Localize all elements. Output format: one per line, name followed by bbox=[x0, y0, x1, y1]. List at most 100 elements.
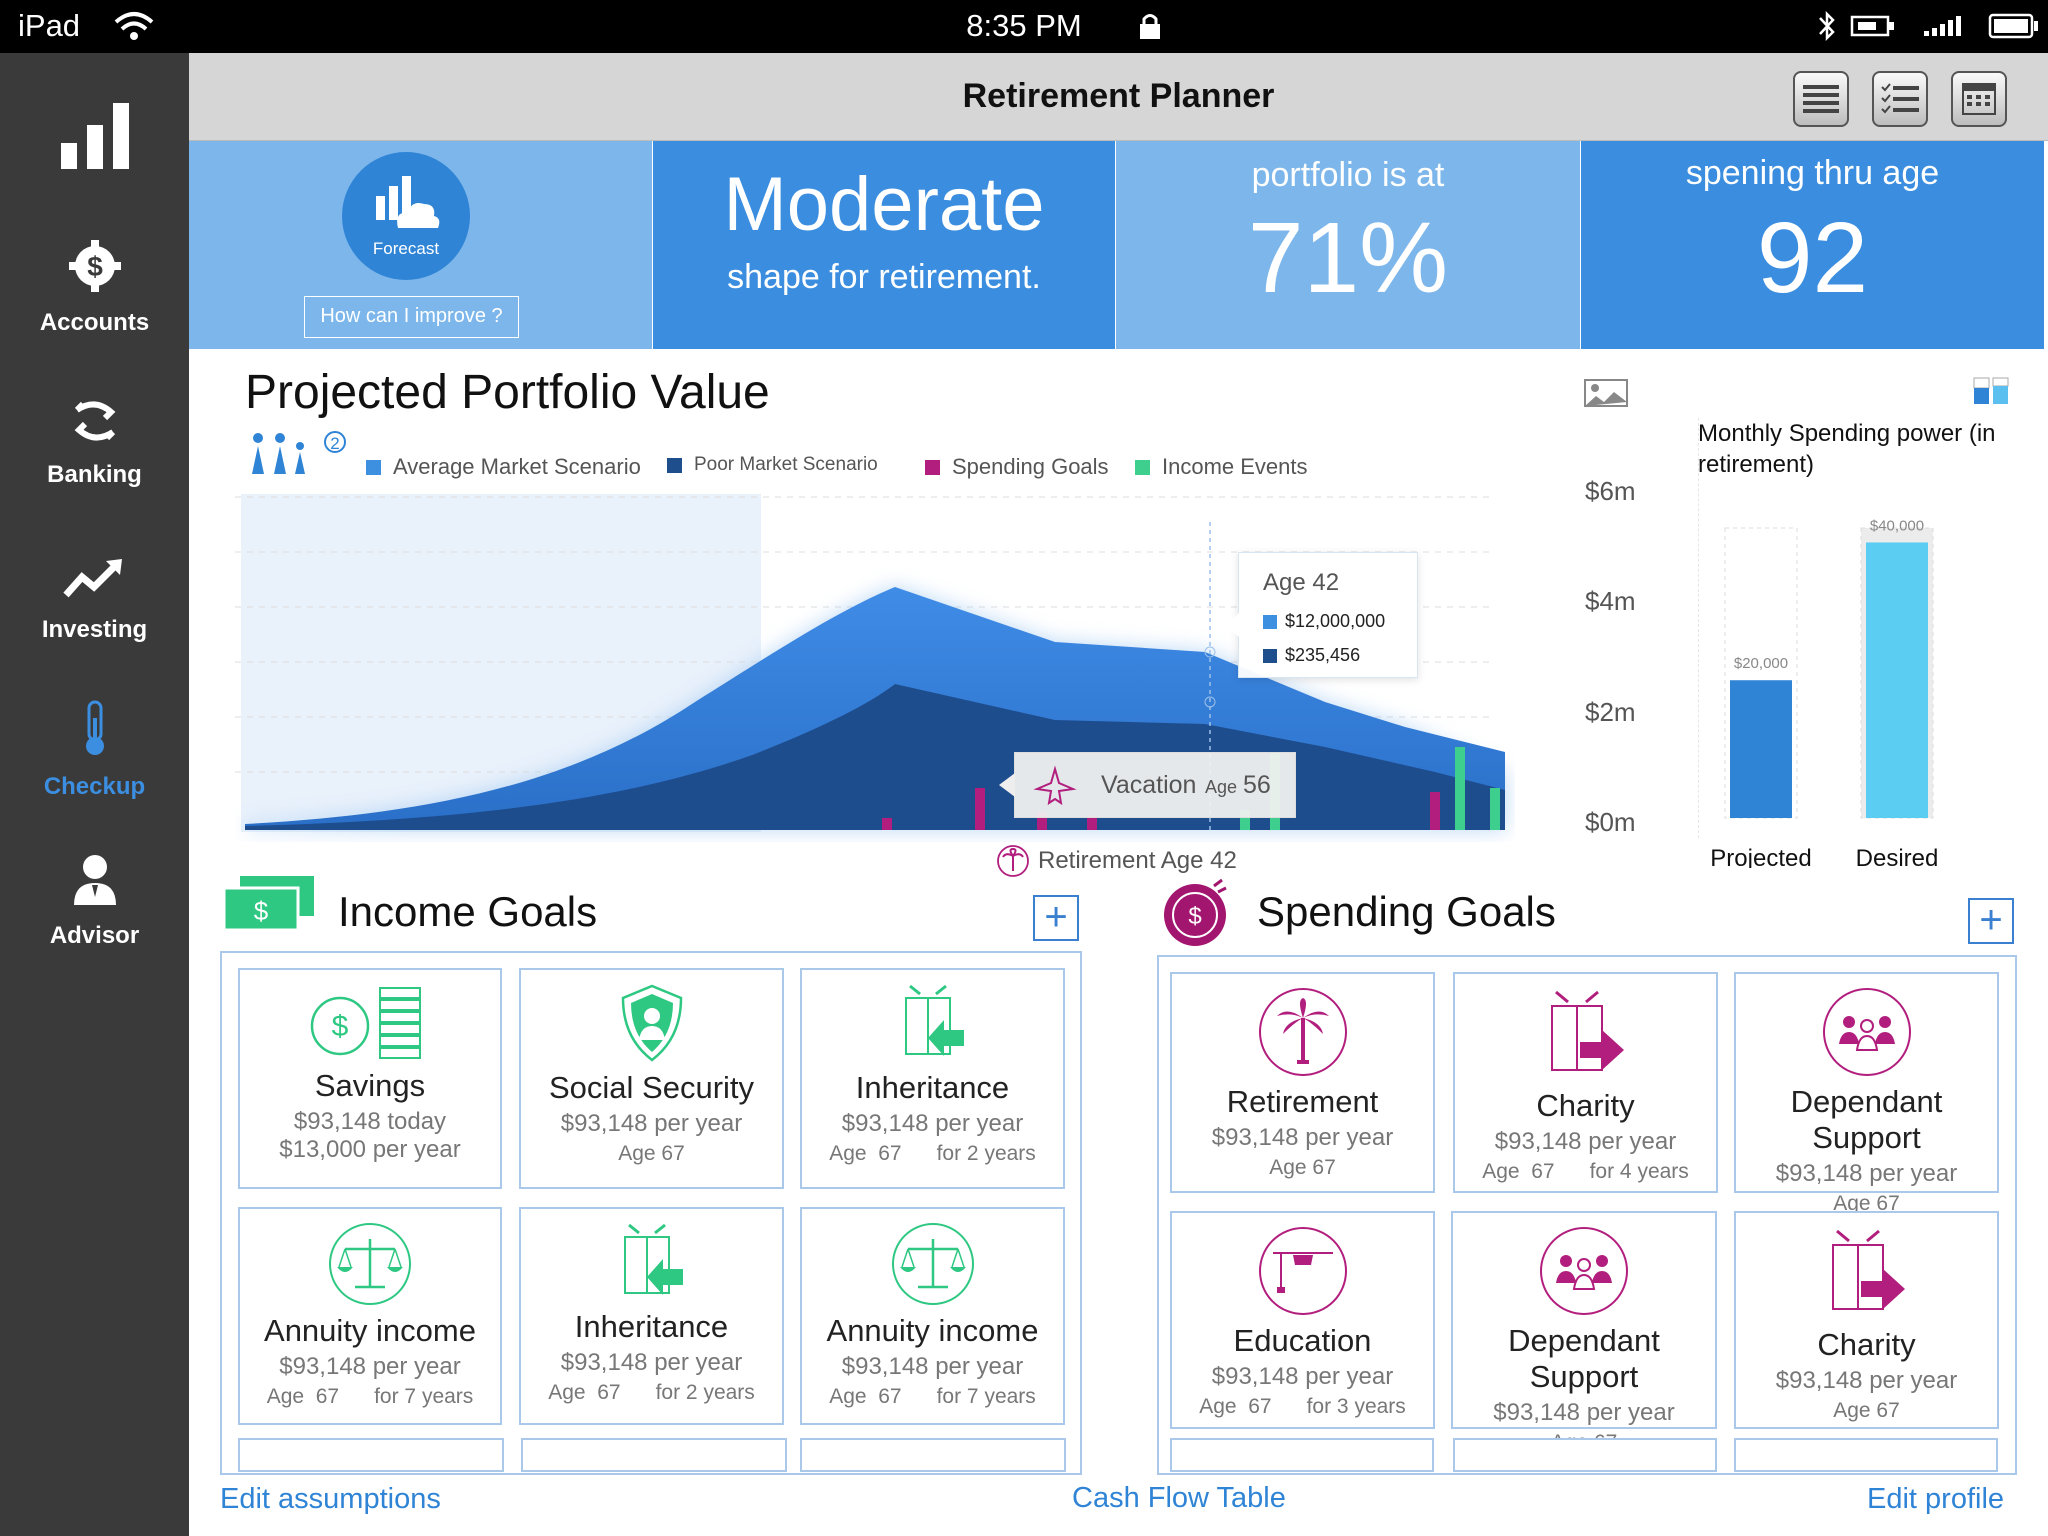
spending-goal-markers[interactable] bbox=[882, 788, 1440, 830]
spending-card-empty[interactable] bbox=[1170, 1438, 1434, 1472]
y-tick-label: $0m bbox=[1585, 807, 1636, 837]
bar-chart-icon bbox=[60, 103, 129, 169]
tooltip-title: Age 42 bbox=[1263, 569, 1340, 596]
graduation-cap-icon bbox=[1258, 1227, 1347, 1315]
income-card-annuity[interactable]: Annuity income $93,148 per year Age 67 f… bbox=[238, 1207, 502, 1425]
sidebar-item-label: Banking bbox=[47, 461, 142, 488]
improve-button[interactable]: How can I improve ? bbox=[304, 296, 519, 338]
sidebar-item-dashboard[interactable] bbox=[0, 93, 189, 180]
checklist-view-button[interactable] bbox=[1872, 71, 1928, 127]
sidebar-item-label: Advisor bbox=[49, 922, 140, 949]
chart-title: Monthly Spending power (in retirement) bbox=[1698, 420, 1996, 478]
title-bar: Retirement Planner bbox=[189, 53, 2048, 141]
tooltip-average-value: $12,000,000 bbox=[1263, 611, 1385, 632]
portfolio-value: 71% bbox=[1247, 202, 1449, 314]
legend-item-spending[interactable]: Spending Goals bbox=[925, 454, 1109, 480]
add-income-goal-button[interactable]: + bbox=[1033, 895, 1079, 941]
clock: 8:35 PM bbox=[966, 8, 1082, 43]
income-card-social-security[interactable]: Social Security $93,148 per year Age 67 bbox=[519, 968, 784, 1189]
tooltip-poor-value: $235,456 bbox=[1263, 645, 1360, 666]
sidebar-item-checkup[interactable]: Checkup bbox=[0, 698, 189, 801]
bluetooth-icon bbox=[1819, 10, 1835, 42]
svg-text:$: $ bbox=[1188, 903, 1201, 930]
spending-card-education[interactable]: Education $93,148 per year Age 67 for 3 … bbox=[1170, 1211, 1435, 1429]
battery-icon bbox=[1988, 13, 2038, 39]
spending-card-dependant-support[interactable]: Dependant Support $93,148 per year Age 6… bbox=[1734, 972, 1999, 1215]
cash-flow-table-link[interactable]: Cash Flow Table bbox=[1072, 1482, 1286, 1514]
family-icon bbox=[1822, 988, 1911, 1076]
retirement-age-marker: Retirement Age 42 bbox=[1038, 847, 1237, 874]
airplane-icon bbox=[1033, 765, 1077, 806]
spending-card-charity-2[interactable]: Charity $93,148 per year Age 67 bbox=[1734, 1211, 1999, 1429]
calendar-view-button[interactable] bbox=[1951, 71, 2007, 127]
spending-bar-desired[interactable] bbox=[1866, 542, 1928, 818]
forecast-button[interactable]: Forecast bbox=[342, 152, 470, 280]
sidebar: $ Accounts Banking Investing Checkup Adv… bbox=[0, 53, 189, 1536]
gift-arrow-icon bbox=[1550, 990, 1624, 1071]
palm-tree-icon bbox=[1258, 988, 1347, 1076]
income-card-savings[interactable]: $ Savings $93,148 today $13,000 per year bbox=[238, 968, 502, 1189]
income-card-empty[interactable] bbox=[800, 1438, 1066, 1472]
income-card-inheritance-2[interactable]: Inheritance $93,148 per year Age 67 for … bbox=[519, 1207, 784, 1425]
legend-item-income[interactable]: Income Events bbox=[1135, 454, 1308, 480]
gift-arrow-icon bbox=[623, 1223, 683, 1295]
income-goals-frame bbox=[220, 951, 1082, 1475]
spending-card-empty[interactable] bbox=[1453, 1438, 1717, 1472]
sidebar-item-label: Accounts bbox=[39, 309, 150, 336]
page-title: Retirement Planner bbox=[962, 77, 1275, 115]
add-spending-goal-button[interactable]: + bbox=[1968, 898, 2014, 944]
legend-item-poor[interactable]: Poor Market Scenario bbox=[667, 454, 878, 476]
spending-bars: $20,000 Projected $40,000 Desired bbox=[1710, 517, 1938, 868]
spending-age-value: 92 bbox=[1756, 202, 1869, 314]
projection-title: Projected Portfolio Value bbox=[245, 366, 770, 419]
income-card-annuity-2[interactable]: Annuity income $93,148 per year Age 67 f… bbox=[800, 1207, 1065, 1425]
spending-card-dependant-support-2[interactable]: Dependant Support $93,148 per year Age 6… bbox=[1451, 1211, 1717, 1454]
vacation-age-word: Age bbox=[1205, 777, 1238, 797]
forecast-panel: Forecast How can I improve ? bbox=[189, 141, 652, 349]
spending-power-chart: Monthly Spending power (in retirement) $… bbox=[1698, 418, 2028, 868]
spending-bar-projected[interactable] bbox=[1730, 680, 1792, 818]
income-card-empty[interactable] bbox=[521, 1438, 787, 1472]
scales-icon bbox=[329, 1223, 411, 1305]
sidebar-item-accounts[interactable]: $ Accounts bbox=[0, 238, 189, 337]
spending-age-panel: spening thru age 92 bbox=[1581, 141, 2044, 349]
wifi-icon bbox=[114, 12, 154, 40]
svg-text:$: $ bbox=[254, 896, 269, 926]
sidebar-item-label: Checkup bbox=[43, 773, 146, 800]
svg-text:$: $ bbox=[87, 251, 103, 282]
y-tick-label: $6m bbox=[1585, 476, 1636, 506]
device-name: iPad bbox=[18, 8, 81, 43]
list-view-button[interactable] bbox=[1793, 71, 1849, 127]
family-icon bbox=[1540, 1227, 1628, 1315]
edit-assumptions-link[interactable]: Edit assumptions bbox=[220, 1483, 441, 1515]
sidebar-item-banking[interactable]: Banking bbox=[0, 398, 189, 489]
sidebar-item-advisor[interactable]: Advisor bbox=[0, 853, 189, 950]
checklist-icon bbox=[1881, 83, 1919, 114]
compare-view-icon[interactable] bbox=[1972, 376, 2010, 406]
trend-up-icon bbox=[62, 559, 122, 598]
legend-item-average[interactable]: Average Market Scenario bbox=[366, 454, 641, 480]
spending-card-empty[interactable] bbox=[1734, 1438, 1998, 1472]
svg-text:$: $ bbox=[332, 1010, 349, 1043]
transfer-icon bbox=[74, 401, 115, 441]
edit-profile-link[interactable]: Edit profile bbox=[1867, 1483, 2005, 1515]
bar-value-label: $40,000 bbox=[1870, 517, 1924, 534]
savings-icon: $ bbox=[310, 987, 421, 1059]
spending-age-label: spening thru age bbox=[1685, 154, 1940, 192]
shape-panel: Moderate shape for retirement. bbox=[653, 141, 1115, 349]
sidebar-item-investing[interactable]: Investing bbox=[0, 553, 189, 644]
spending-card-retirement[interactable]: Retirement $93,148 per year Age 67 bbox=[1170, 972, 1435, 1193]
income-card-inheritance[interactable]: Inheritance $93,148 per year Age 67 for … bbox=[800, 968, 1065, 1189]
scales-icon bbox=[891, 1223, 974, 1305]
vacation-callout[interactable]: Vacation Age 56 bbox=[999, 752, 1296, 818]
lock-icon bbox=[1140, 14, 1160, 39]
chart-image-toggle-icon[interactable] bbox=[1582, 376, 1630, 410]
spending-goals-frame bbox=[1157, 955, 2017, 1475]
shape-title: Moderate bbox=[723, 162, 1045, 247]
forecast-label: Forecast bbox=[372, 239, 440, 258]
income-card-empty[interactable] bbox=[238, 1438, 504, 1472]
bar-category-label: Projected bbox=[1710, 845, 1811, 868]
person-icon bbox=[73, 855, 116, 905]
shape-subtitle: shape for retirement. bbox=[727, 258, 1041, 296]
spending-card-charity[interactable]: Charity $93,148 per year Age 67 for 4 ye… bbox=[1453, 972, 1718, 1193]
